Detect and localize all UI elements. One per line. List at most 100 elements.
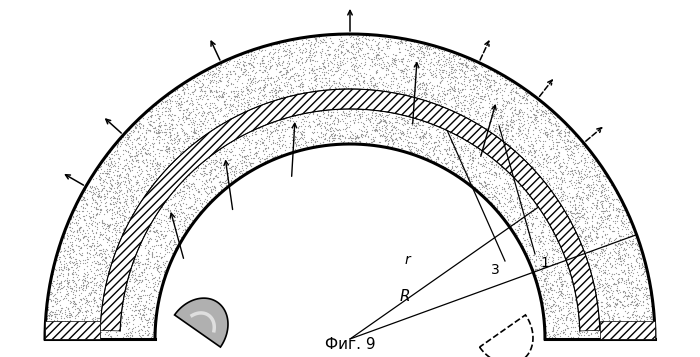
Point bbox=[479, 179, 490, 185]
Point bbox=[615, 305, 626, 310]
Point bbox=[480, 73, 491, 79]
Point bbox=[475, 115, 486, 120]
Point bbox=[537, 130, 548, 135]
Point bbox=[598, 270, 609, 275]
Point bbox=[153, 162, 164, 168]
Point bbox=[641, 292, 652, 297]
Point bbox=[118, 137, 130, 143]
Point bbox=[531, 278, 542, 283]
Point bbox=[113, 151, 124, 156]
Point bbox=[85, 248, 96, 253]
Point bbox=[168, 151, 179, 156]
Point bbox=[547, 294, 559, 300]
Point bbox=[486, 88, 498, 94]
Point bbox=[237, 62, 248, 67]
Point bbox=[591, 174, 602, 180]
Point bbox=[216, 159, 227, 165]
Point bbox=[62, 266, 74, 272]
Point bbox=[483, 199, 494, 205]
Point bbox=[449, 85, 460, 91]
Point bbox=[613, 232, 624, 238]
Point bbox=[400, 133, 412, 139]
Point bbox=[433, 137, 444, 143]
Point bbox=[218, 112, 230, 118]
Point bbox=[190, 198, 201, 203]
Point bbox=[420, 94, 431, 100]
Point bbox=[121, 272, 132, 277]
Point bbox=[579, 332, 590, 338]
Point bbox=[406, 39, 417, 44]
Point bbox=[174, 101, 185, 106]
Point bbox=[478, 126, 489, 131]
Point bbox=[107, 314, 118, 320]
Point bbox=[108, 250, 119, 256]
Point bbox=[538, 109, 549, 114]
Point bbox=[288, 92, 299, 98]
Point bbox=[99, 248, 111, 253]
Point bbox=[373, 52, 384, 58]
Point bbox=[181, 214, 193, 220]
Point bbox=[119, 296, 130, 302]
Point bbox=[551, 320, 562, 326]
Point bbox=[57, 285, 68, 291]
Point bbox=[70, 329, 81, 335]
Point bbox=[72, 262, 83, 268]
Point bbox=[183, 180, 195, 186]
Point bbox=[344, 87, 355, 93]
Point bbox=[95, 182, 106, 188]
Point bbox=[382, 84, 393, 90]
Point bbox=[95, 193, 106, 199]
Point bbox=[458, 57, 470, 63]
Point bbox=[555, 189, 566, 195]
Point bbox=[361, 42, 372, 48]
Point bbox=[628, 296, 639, 301]
Point bbox=[415, 56, 426, 62]
Point bbox=[400, 40, 411, 45]
Point bbox=[100, 207, 111, 213]
Point bbox=[300, 142, 312, 148]
Point bbox=[183, 163, 194, 169]
Point bbox=[349, 55, 360, 60]
Point bbox=[291, 97, 302, 102]
Point bbox=[215, 183, 226, 188]
Point bbox=[567, 244, 578, 250]
Point bbox=[542, 317, 553, 323]
Point bbox=[365, 136, 377, 142]
Point bbox=[328, 102, 339, 107]
Point bbox=[113, 240, 124, 245]
Point bbox=[129, 173, 140, 178]
Point bbox=[289, 140, 300, 146]
Point bbox=[246, 77, 258, 83]
Point bbox=[43, 306, 54, 312]
Point bbox=[529, 262, 540, 267]
Point bbox=[444, 117, 455, 123]
Point bbox=[480, 111, 491, 117]
Point bbox=[545, 305, 557, 311]
Point bbox=[531, 280, 542, 285]
Point bbox=[407, 53, 419, 59]
Point bbox=[434, 129, 445, 135]
Point bbox=[592, 167, 603, 173]
Point bbox=[293, 59, 304, 65]
Point bbox=[68, 290, 79, 295]
Point bbox=[276, 68, 287, 74]
Point bbox=[524, 258, 535, 263]
Point bbox=[106, 151, 118, 157]
Point bbox=[304, 43, 316, 49]
Point bbox=[580, 286, 592, 291]
Point bbox=[398, 132, 409, 138]
Point bbox=[188, 130, 199, 135]
Point bbox=[356, 128, 368, 134]
Point bbox=[522, 96, 533, 102]
Point bbox=[123, 158, 134, 164]
Point bbox=[161, 155, 172, 161]
Point bbox=[206, 166, 218, 172]
Point bbox=[500, 77, 512, 83]
Point bbox=[281, 79, 292, 85]
Point bbox=[87, 183, 98, 189]
Point bbox=[448, 154, 459, 160]
Point bbox=[325, 114, 336, 119]
Point bbox=[556, 191, 568, 197]
Point bbox=[193, 154, 204, 159]
Point bbox=[177, 193, 188, 199]
